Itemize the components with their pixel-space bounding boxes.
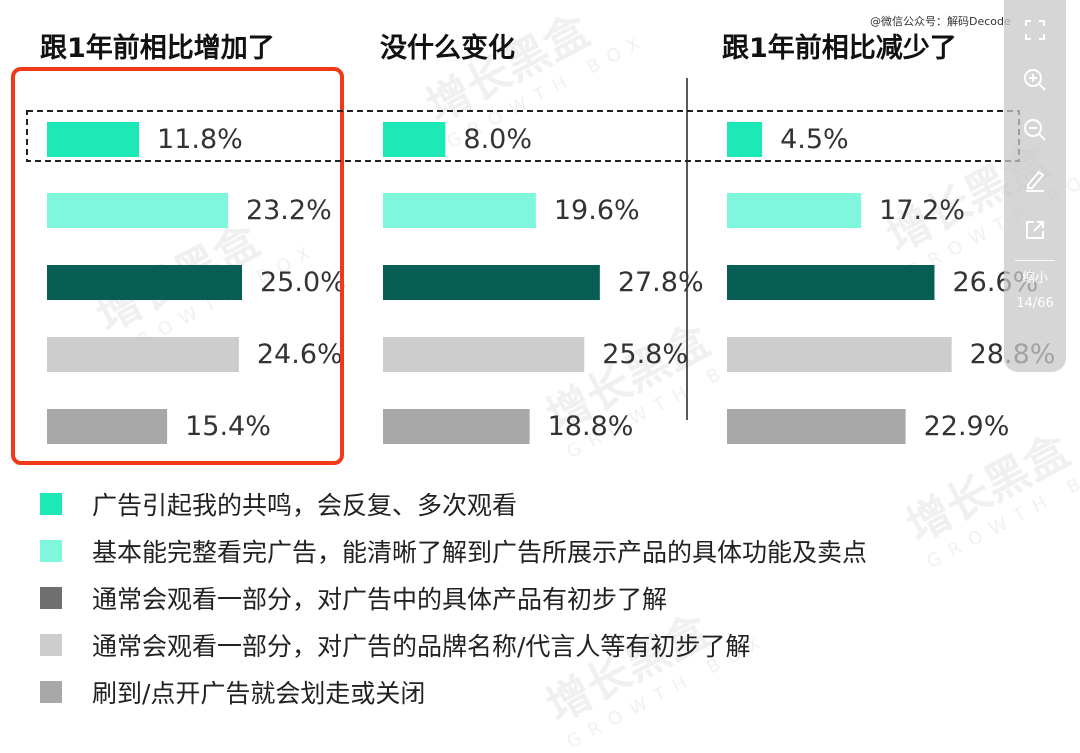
legend-label: 刷到/点开广告就会划走或关闭 — [92, 678, 426, 708]
legend-item: 通常会观看一部分，对广告的品牌名称/代言人等有初步了解 — [40, 621, 867, 668]
zoom-out-icon[interactable] — [1015, 110, 1055, 150]
legend-swatch — [40, 633, 62, 656]
bar — [727, 409, 906, 444]
legend-swatch — [40, 586, 62, 609]
data-label: 25.8% — [602, 339, 688, 370]
bar — [47, 193, 228, 228]
legend-swatch — [40, 680, 62, 703]
legend-item: 刷到/点开广告就会划走或关闭 — [40, 668, 867, 715]
data-label: 18.8% — [548, 411, 634, 442]
panel-title-decreased: 跟1年前相比减少了 — [722, 33, 957, 64]
bar — [47, 337, 239, 372]
bar — [383, 122, 446, 157]
legend-swatch — [40, 539, 62, 562]
panel-title-unchanged: 没什么变化 — [380, 33, 515, 64]
highlight-box-increased — [11, 67, 344, 465]
legend-swatch — [40, 492, 62, 515]
bar — [727, 122, 763, 157]
data-label: 17.2% — [879, 195, 965, 226]
legend-label: 通常会观看一部分，对广告的品牌名称/代言人等有初步了解 — [92, 631, 751, 661]
zoom-in-icon[interactable] — [1015, 60, 1055, 100]
bar — [727, 193, 862, 228]
legend-item: 通常会观看一部分，对广告中的具体产品有初步了解 — [40, 574, 867, 621]
legend-item: 基本能完整看完广告，能清晰了解到广告所展示产品的具体功能及卖点 — [40, 527, 867, 574]
legend: 广告引起我的共鸣，会反复、多次观看 基本能完整看完广告，能清晰了解到广告所展示产… — [40, 480, 867, 715]
shrink-button[interactable]: 缩小 — [1021, 271, 1048, 286]
bar — [727, 337, 952, 372]
pencil-icon[interactable] — [1015, 160, 1055, 200]
fullscreen-icon[interactable] — [1015, 10, 1055, 50]
legend-item: 广告引起我的共鸣，会反复、多次观看 — [40, 480, 867, 527]
data-label: 8.0% — [463, 124, 532, 155]
legend-label: 广告引起我的共鸣，会反复、多次观看 — [92, 490, 518, 520]
legend-label: 基本能完整看完广告，能清晰了解到广告所展示产品的具体功能及卖点 — [92, 537, 868, 567]
legend-label: 通常会观看一部分，对广告中的具体产品有初步了解 — [92, 584, 668, 614]
panel-title-increased: 跟1年前相比增加了 — [40, 33, 275, 64]
highlight-box-first-series — [26, 110, 1020, 162]
data-label: 19.6% — [554, 195, 640, 226]
page-indicator: 14/66 — [1016, 296, 1054, 311]
viewer-toolbar: 缩小 14/66 — [1004, 0, 1066, 372]
bar — [47, 122, 140, 157]
toolbar-divider — [1015, 260, 1055, 261]
data-label: 15.4% — [185, 411, 271, 442]
bar — [383, 265, 600, 300]
data-label: 27.8% — [618, 267, 704, 298]
bar — [47, 409, 168, 444]
data-label: 24.6% — [257, 339, 343, 370]
data-label: 23.2% — [246, 195, 332, 226]
share-icon[interactable] — [1015, 210, 1055, 250]
bar — [383, 409, 530, 444]
data-label: 11.8% — [157, 124, 243, 155]
bar — [47, 265, 242, 300]
bar — [383, 337, 585, 372]
data-label: 25.0% — [260, 267, 346, 298]
bar — [383, 193, 536, 228]
data-label: 22.9% — [924, 411, 1010, 442]
bar — [727, 265, 935, 300]
data-label: 4.5% — [780, 124, 849, 155]
source-credit: @微信公众号：解码Decode — [870, 15, 1011, 28]
